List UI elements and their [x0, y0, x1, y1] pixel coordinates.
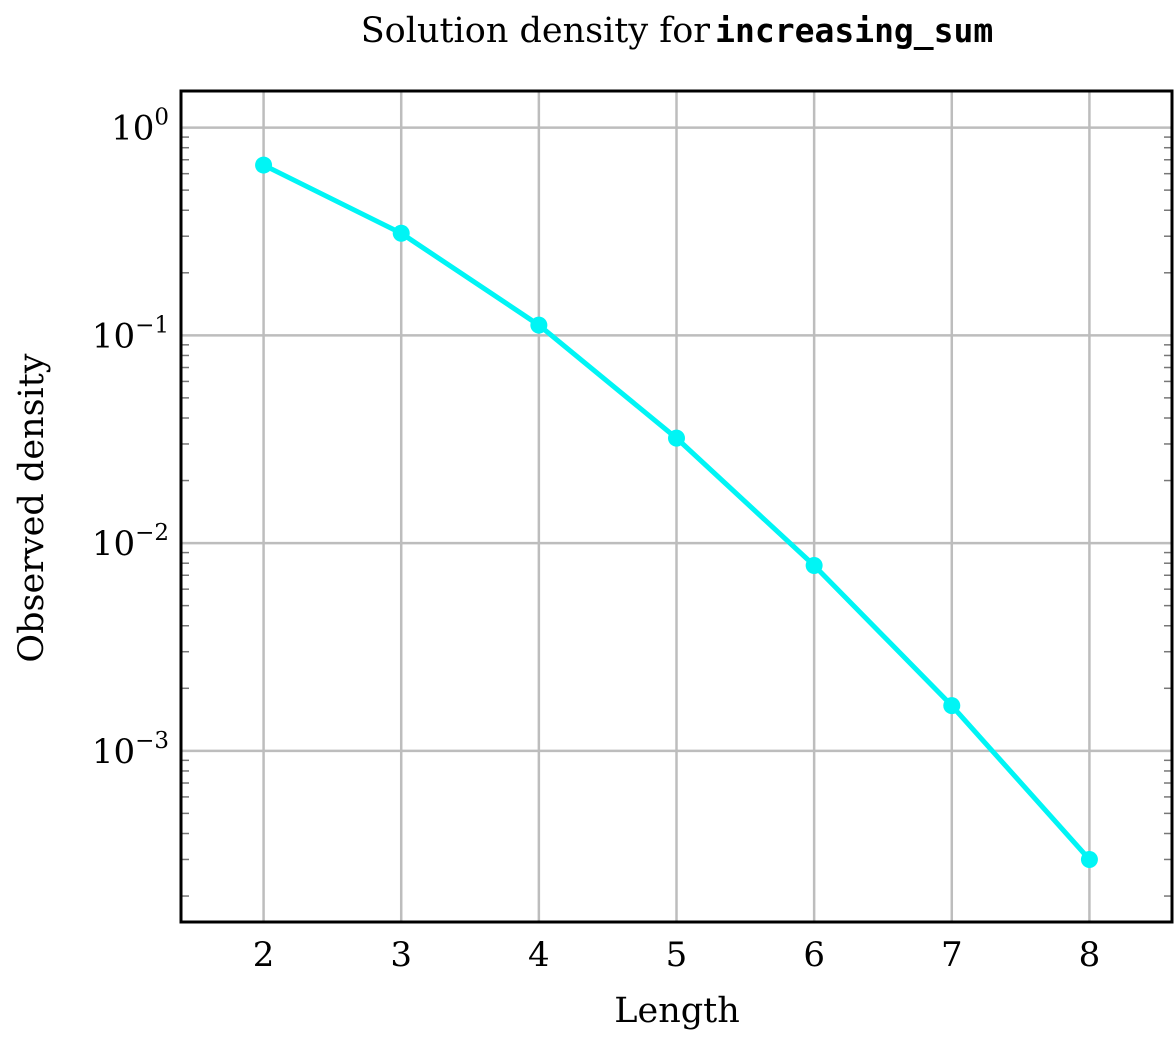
x-tick-label: 2: [253, 935, 275, 975]
x-tick-label: 3: [390, 935, 412, 975]
data-point: [1080, 850, 1098, 868]
series-layer: [255, 156, 1098, 868]
data-point: [668, 429, 685, 447]
x-tick-label: 7: [941, 935, 963, 975]
y-tick-label: 10−2: [92, 520, 169, 564]
x-axis-label: Length: [614, 991, 740, 1031]
y-tick-label: 100: [111, 105, 169, 149]
x-tick-label: 8: [1079, 935, 1101, 975]
data-point: [530, 316, 548, 334]
data-point: [255, 156, 273, 174]
grid: [181, 91, 1172, 922]
x-tick-label: 4: [528, 935, 550, 975]
y-tick-labels: 100 10−1 10−2 10−3: [92, 105, 169, 772]
data-point: [392, 224, 410, 242]
data-point: [943, 697, 961, 715]
x-tick-labels: 2 3 4 5 6 7 8: [253, 935, 1100, 975]
chart-title: Solution density for increasing_sum: [361, 11, 994, 51]
y-tick-label: 10−1: [92, 312, 169, 356]
plot-frame: [179, 89, 1174, 924]
x-tick-label: 5: [666, 935, 688, 975]
y-tick-label: 10−3: [92, 728, 169, 772]
data-point: [805, 557, 823, 575]
chart-title-text: Solution density for: [361, 11, 711, 51]
y-axis-label: Observed density: [12, 353, 52, 662]
x-tick-label: 6: [803, 935, 825, 975]
chart-title-code: increasing_sum: [715, 11, 993, 50]
